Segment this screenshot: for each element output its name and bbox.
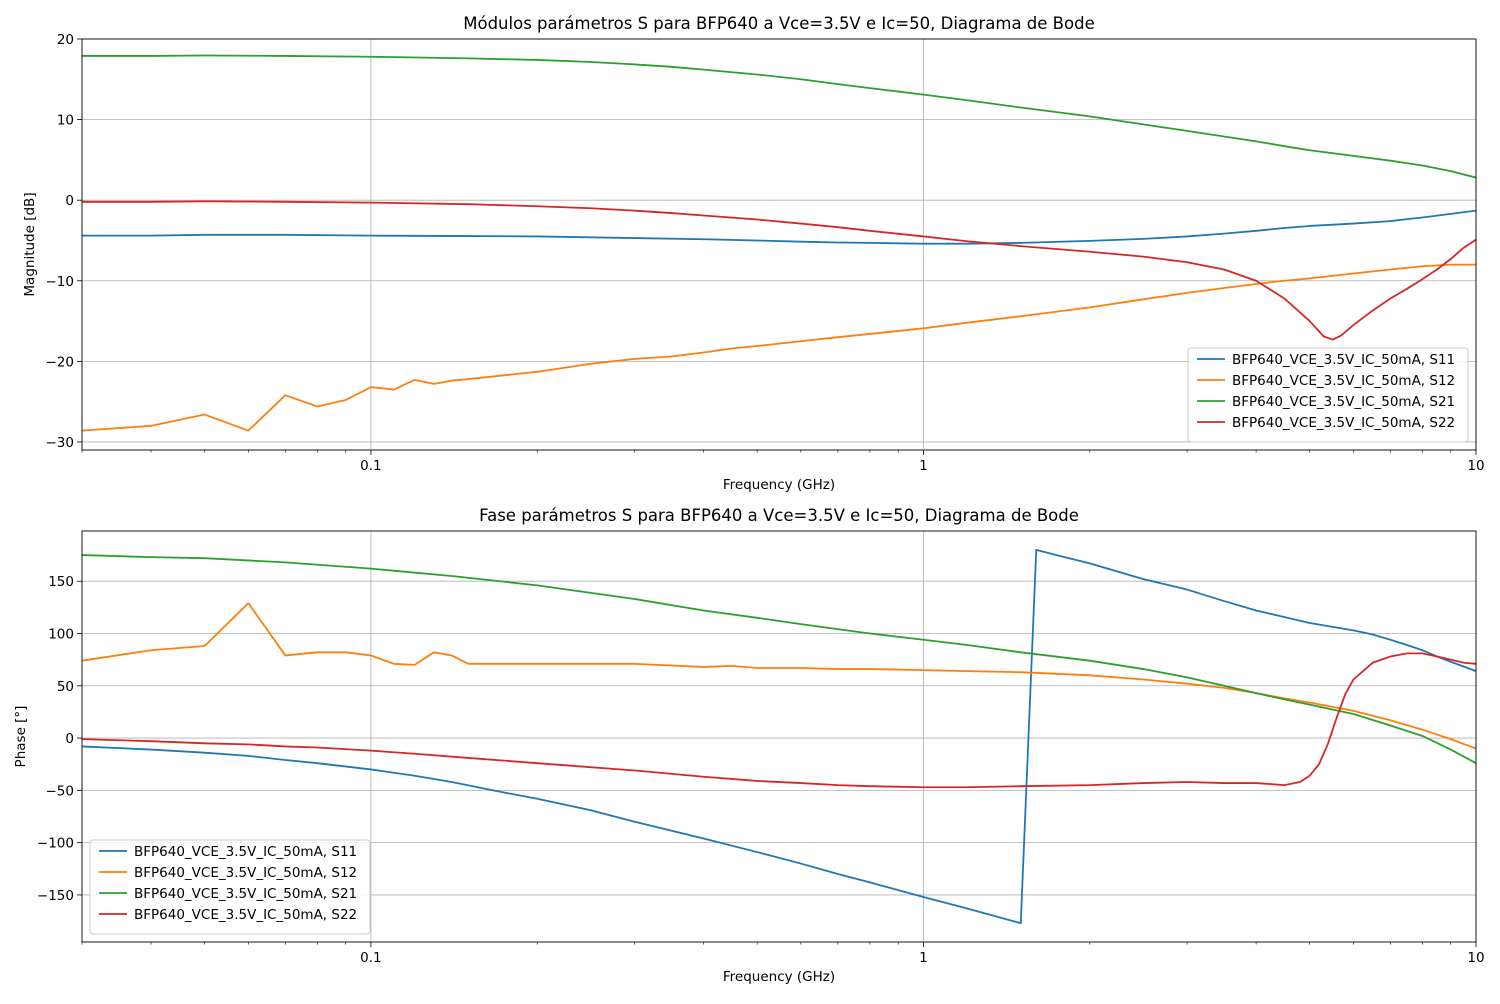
- y-tick-label: 0: [65, 193, 74, 209]
- x-tick-label: 0.1: [360, 458, 381, 474]
- series-line-s11: [82, 209, 1476, 245]
- legend-box: [89, 839, 371, 935]
- y-tick-label: 10: [57, 113, 74, 129]
- x-minor-ticks: [81, 942, 1452, 945]
- y-tick-label: −20: [46, 354, 75, 370]
- series-line-s21: [82, 54, 1476, 179]
- legend-entry-label: BFP640_VCE_3.5V_IC_50mA, S22: [1232, 415, 1455, 431]
- legend: BFP640_VCE_3.5V_IC_50mA, S11 BFP640_VCE_3…: [1187, 347, 1469, 443]
- x-tick-label: 1: [919, 458, 928, 474]
- legend-entry-label: BFP640_VCE_3.5V_IC_50mA, S11: [1232, 352, 1455, 368]
- x-axis-label: Frequency (GHz): [723, 969, 835, 985]
- y-axis-label: Magnitude [dB]: [22, 192, 38, 296]
- y-tick-label: 50: [57, 679, 74, 695]
- x-tick-label: 0.1: [360, 950, 381, 966]
- chart-2: 0.1 1 10 −150 −100 −50 0 50 100 150 Fase parámetro…: [13, 506, 1485, 985]
- y-tick-label: 0: [65, 731, 74, 747]
- legend-entry-label: BFP640_VCE_3.5V_IC_50mA, S21: [134, 886, 357, 902]
- series-line-s22: [82, 652, 1476, 789]
- chart-1: 0.1 1 10 −30 −20 −10 0 10 20 Módulos parámetros S…: [22, 14, 1485, 493]
- series-line-s12: [82, 602, 1476, 750]
- legend-box: [1187, 347, 1469, 443]
- y-tick-label: −50: [46, 783, 75, 799]
- x-minor-ticks: [81, 450, 1452, 453]
- legend-entry-label: BFP640_VCE_3.5V_IC_50mA, S12: [134, 865, 357, 881]
- legend-entry-label: BFP640_VCE_3.5V_IC_50mA, S22: [134, 907, 357, 923]
- legend-entry-label: BFP640_VCE_3.5V_IC_50mA, S12: [1232, 373, 1455, 389]
- y-tick-label: −100: [37, 836, 74, 852]
- chart-title: Módulos parámetros S para BFP640 a Vce=3…: [463, 14, 1094, 33]
- x-axis-label: Frequency (GHz): [723, 477, 835, 493]
- plot-frame: [81, 38, 1477, 451]
- x-tick-label: 1: [919, 950, 928, 966]
- y-tick-label: 100: [48, 626, 74, 642]
- legend: BFP640_VCE_3.5V_IC_50mA, S11 BFP640_VCE_3…: [89, 839, 371, 935]
- series-line-s22: [82, 200, 1476, 341]
- y-axis-label: Phase [°]: [13, 706, 29, 768]
- x-tick-label: 10: [1467, 950, 1484, 966]
- y-tick-label: −150: [37, 888, 74, 904]
- x-tick-label: 10: [1467, 458, 1484, 474]
- y-tick-label: 150: [48, 574, 74, 590]
- legend-entry-label: BFP640_VCE_3.5V_IC_50mA, S21: [1232, 394, 1455, 410]
- y-tick-label: −30: [46, 435, 75, 451]
- series-line-s11: [82, 548, 1476, 925]
- series-line-s12: [82, 263, 1476, 432]
- legend-entry-label: BFP640_VCE_3.5V_IC_50mA, S11: [134, 844, 357, 860]
- y-tick-label: 20: [57, 32, 74, 48]
- y-tick-label: −10: [46, 274, 75, 290]
- plot-frame: [81, 530, 1477, 943]
- chart-title: Fase parámetros S para BFP640 a Vce=3.5V…: [479, 506, 1079, 525]
